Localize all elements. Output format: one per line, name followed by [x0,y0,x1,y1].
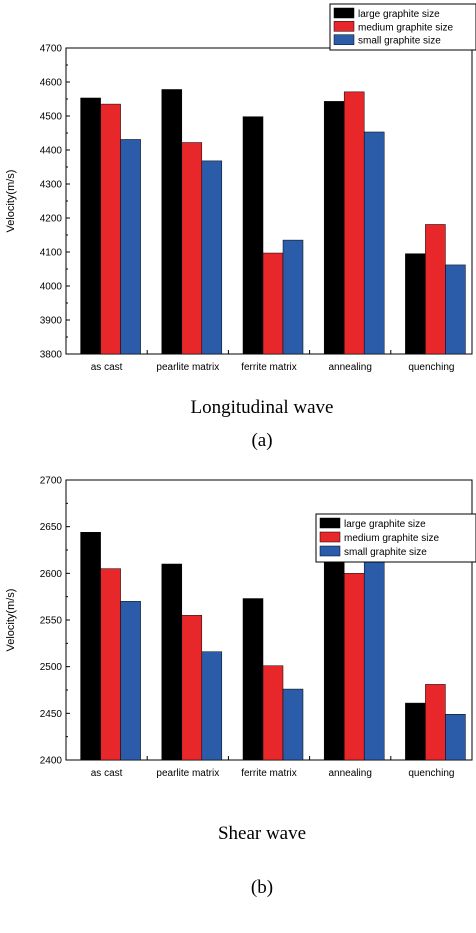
bar-large-1 [161,563,183,761]
y-tick-label: 3800 [40,350,63,361]
legend-swatch-2 [333,34,355,45]
y-tick-label: 2400 [40,756,63,767]
x-tick-label: ferrite matrix [241,362,297,373]
legend-swatch-1 [319,531,341,543]
y-tick-label: 4400 [40,146,63,157]
bar-medium-2 [262,252,284,355]
bar-small-4 [445,264,466,355]
x-tick-label: pearlite matrix [156,768,219,779]
legend: large graphite size medium graphite size s… [315,513,476,563]
legend-swatch-2 [319,545,341,557]
bar-medium-4 [425,684,446,761]
legend-label-2: small graphite size [344,547,427,558]
y-tick-label: 4300 [40,180,63,191]
y-tick-label: 4200 [40,214,63,225]
caption-title: Longitudinal wave [191,397,334,418]
bar-medium-1 [181,142,203,355]
bar-small-2 [282,239,304,355]
x-tick-label: as cast [91,768,123,779]
bar-large-3 [323,548,345,761]
bar-small-1 [201,651,223,761]
bar-small-3 [363,528,385,761]
x-tick-label: pearlite matrix [156,362,219,373]
legend-label-1: medium graphite size [344,533,439,544]
bar-medium-0 [100,103,121,355]
bar-small-0 [120,601,141,761]
bar-small-3 [363,131,385,355]
legend: large graphite size medium graphite size s… [329,3,476,51]
bar-medium-1 [181,615,203,761]
y-tick-label: 4500 [40,112,63,123]
bar-medium-2 [262,665,284,761]
bar-medium-3 [343,91,365,355]
bar-large-4 [405,253,426,355]
bar-small-0 [120,139,141,355]
bar-large-0 [80,532,101,761]
x-tick-label: annealing [329,362,372,373]
caption-label: (b) [251,877,273,898]
x-tick-label: quenching [408,362,454,373]
y-tick-label: 2650 [40,522,63,533]
bar-large-4 [405,702,426,761]
bar-large-3 [323,101,345,355]
x-tick-label: annealing [329,768,372,779]
y-axis-label: Velocity(m/s) [5,589,17,652]
y-tick-label: 2550 [40,616,63,627]
chart-panel-1: 2400 2450 2500 2550 2600 2650 2700 Velocity(m/s… [5,476,476,898]
caption-title: Shear wave [218,823,306,844]
bar-medium-4 [425,224,446,355]
legend-swatch-0 [319,517,341,529]
bar-small-2 [282,688,304,761]
bar-medium-0 [100,568,121,761]
bar-small-1 [201,160,223,355]
caption-label: (a) [251,430,272,451]
y-tick-label: 2450 [40,709,63,720]
chart-panel-0: 3800 3900 4000 4100 4200 4300 4400 4500 4600 4700… [5,3,476,451]
x-tick-label: ferrite matrix [241,768,297,779]
y-tick-label: 3900 [40,316,63,327]
y-tick-label: 2600 [40,569,63,580]
y-tick-label: 4100 [40,248,63,259]
legend-label-0: large graphite size [358,9,440,20]
y-tick-label: 2500 [40,662,63,673]
bar-large-2 [242,116,264,355]
bar-small-4 [445,714,466,761]
bar-large-0 [80,97,101,355]
legend-box [329,3,476,51]
y-axis-label: Velocity(m/s) [5,170,17,233]
bar-medium-3 [343,573,365,761]
legend-label-2: small graphite size [358,36,441,47]
bar-large-1 [161,89,183,355]
x-tick-label: as cast [91,362,123,373]
y-tick-label: 4000 [40,282,63,293]
bar-large-2 [242,598,264,761]
legend-label-1: medium graphite size [358,22,453,33]
y-tick-label: 2700 [40,476,63,487]
legend-swatch-0 [333,7,355,19]
y-tick-label: 4600 [40,78,63,89]
legend-swatch-1 [333,21,355,32]
legend-box [315,513,476,563]
legend-label-0: large graphite size [344,519,426,530]
y-tick-label: 4700 [40,44,63,55]
x-tick-label: quenching [408,768,454,779]
